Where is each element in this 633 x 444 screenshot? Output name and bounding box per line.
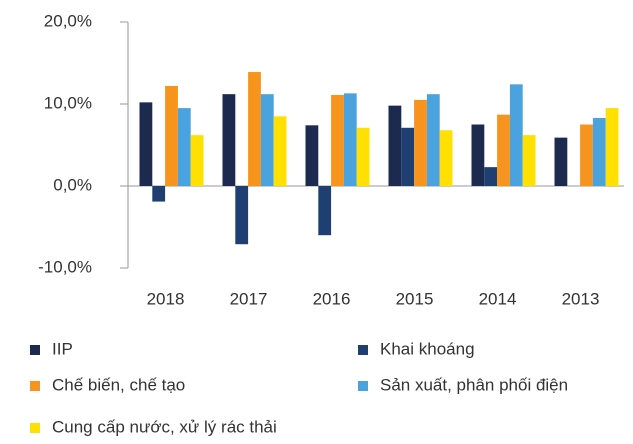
x-tick-label: 2013	[562, 289, 600, 308]
x-tick-label: 2018	[147, 289, 185, 308]
legend-label: Khai khoáng	[380, 339, 475, 358]
bar	[305, 125, 319, 186]
y-tick-label: -10,0%	[38, 257, 92, 276]
bar	[165, 85, 178, 186]
x-tick-label: 2015	[396, 289, 434, 308]
legend-marker	[30, 381, 40, 391]
bar	[139, 102, 153, 186]
bar	[484, 167, 498, 186]
legend-marker	[358, 345, 368, 355]
legend-label: Chế biến, chế tạo	[52, 375, 185, 394]
x-tick-label: 2016	[313, 289, 351, 308]
bar	[426, 94, 440, 186]
bar	[343, 93, 357, 186]
legend-label: Sản xuất, phân phối điện	[380, 375, 568, 394]
y-tick-label: 10,0%	[44, 93, 92, 112]
y-tick-label: 20,0%	[44, 11, 92, 30]
legend-marker	[358, 381, 368, 391]
bar	[592, 117, 606, 186]
bar	[522, 135, 536, 186]
bar	[222, 94, 236, 186]
bar	[248, 72, 261, 186]
bar	[471, 124, 485, 186]
legend-marker	[30, 423, 40, 433]
bar	[605, 108, 619, 186]
legend-label: Cung cấp nước, xử lý rác thải	[52, 417, 277, 436]
bar	[439, 130, 453, 186]
bar	[356, 127, 370, 186]
bar	[414, 99, 427, 186]
bar	[152, 186, 166, 202]
bar	[388, 105, 402, 186]
bar	[318, 186, 332, 236]
x-tick-label: 2017	[230, 289, 268, 308]
bar	[331, 94, 344, 186]
bar	[273, 116, 287, 186]
bar	[497, 114, 510, 186]
legend-label: IIP	[52, 339, 73, 358]
bar	[235, 186, 249, 245]
x-tick-label: 2014	[479, 289, 517, 308]
bar	[260, 94, 274, 186]
legend-marker	[30, 345, 40, 355]
bar	[401, 127, 415, 186]
y-tick-label: 0,0%	[53, 175, 92, 194]
bar	[509, 84, 523, 186]
bar	[580, 124, 593, 186]
bar	[554, 137, 568, 186]
bar	[177, 108, 191, 186]
bar	[190, 135, 204, 186]
